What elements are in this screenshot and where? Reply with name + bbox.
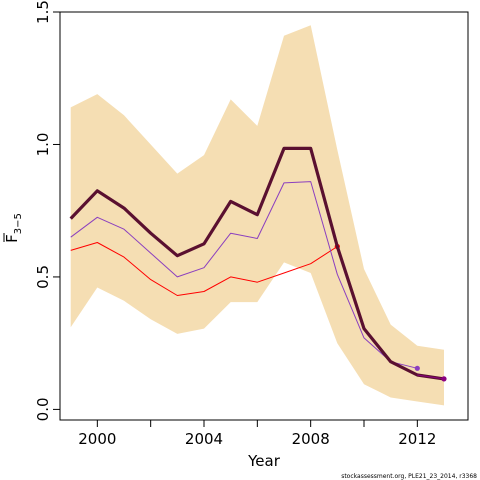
y-axis: 0.0 0.5 1.0 1.5 (34, 0, 60, 421)
series-line-1 (70, 242, 338, 296)
y-tick-label: 0.5 (34, 265, 52, 289)
y-axis-title-main: F (3, 234, 21, 243)
footer-credit: stockassessment.org, PLE21_23_2014, r336… (341, 473, 477, 480)
series-line-2 (70, 181, 418, 369)
series-line-4 (417, 374, 445, 380)
x-tick-label: 2008 (292, 430, 330, 448)
plot-frame (59, 11, 469, 421)
y-tick-label: 0.0 (34, 397, 52, 421)
y-tick-label: 1.5 (34, 0, 52, 24)
svg-text:F3−5: F3−5 (3, 213, 24, 243)
x-axis-title: Year (247, 452, 281, 470)
x-tick-label: 2000 (78, 430, 116, 448)
y-axis-title: F3−5 (3, 213, 24, 243)
x-tick-label: 2004 (185, 430, 223, 448)
series-end-point-2 (414, 365, 420, 371)
series-end-point-4 (441, 376, 447, 382)
x-tick-label: 2012 (398, 430, 436, 448)
x-axis: 2000 2004 2008 2012 (78, 420, 436, 448)
y-tick-label: 1.0 (34, 133, 52, 157)
series-layer (69, 146, 447, 382)
series-line-3 (69, 146, 445, 381)
y-axis-title-sub: 3−5 (13, 213, 24, 234)
